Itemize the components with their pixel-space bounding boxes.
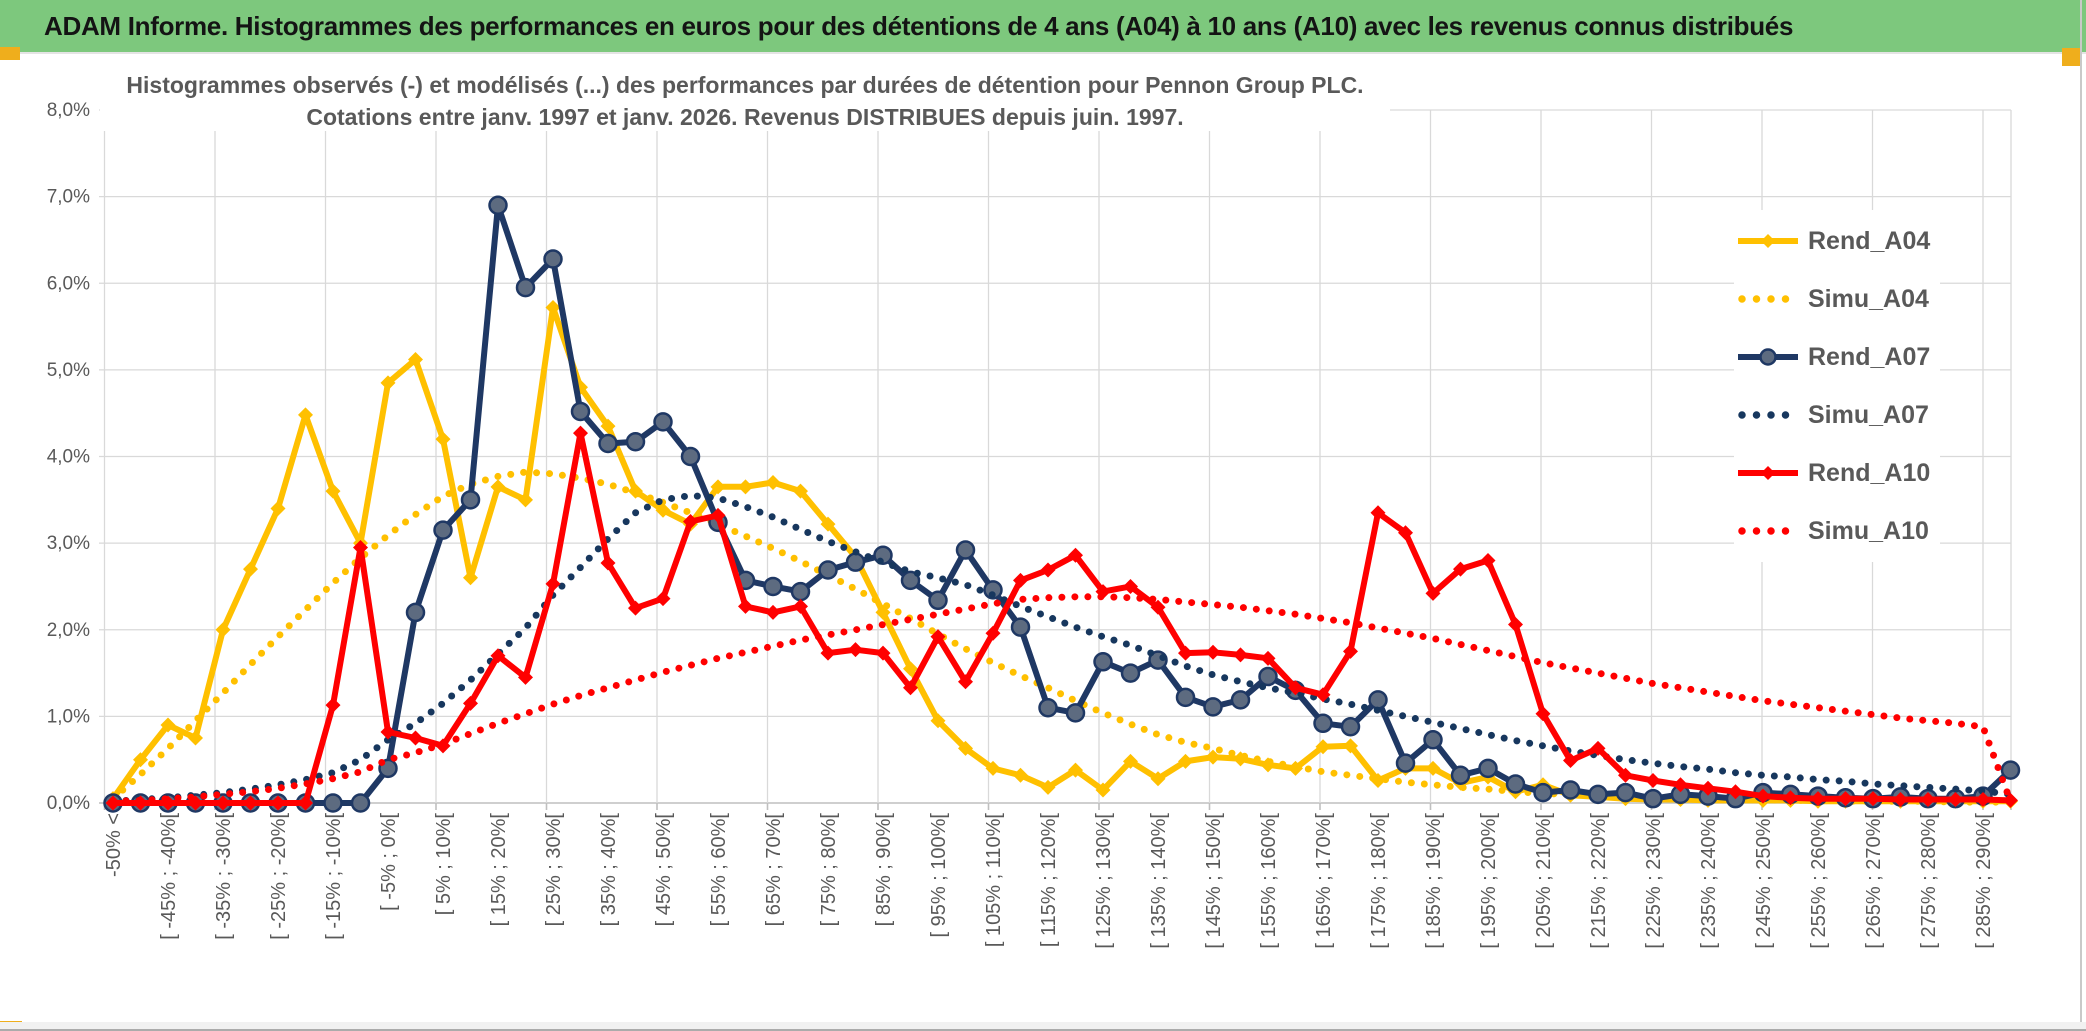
x-tick-label: [ 15% ; 20%[ [488,813,510,927]
y-tick-label: 0,0% [47,793,90,814]
gold-accent-top-right [2062,48,2082,66]
x-tick-label: [ 65% ; 70%[ [763,813,785,927]
x-tick-label: [ 95% ; 100%[ [928,813,950,938]
x-tick-label: [ 75% ; 80%[ [818,813,840,927]
legend-label: Simu_A07 [1808,400,1929,429]
chart-title-line2: Cotations entre janv. 1997 et janv. 2026… [100,104,1390,131]
legend-sample-solid [1738,466,1798,480]
legend-sample-solid [1738,348,1798,366]
x-tick-label: [ 195% ; 200%[ [1478,813,1500,949]
series-line-Simu_A07[interactable] [109,492,2014,805]
x-tick-label: [ 175% ; 180%[ [1368,813,1390,949]
x-tick-label: [ 45% ; 50%[ [653,813,675,927]
x-tick-label: [ 215% ; 220%[ [1588,813,1610,949]
y-tick-label: 2,0% [47,620,90,641]
legend-sample-solid [1738,234,1798,248]
x-tick-label: [ 225% ; 230%[ [1643,813,1665,949]
x-tick-label: [ 35% ; 40%[ [598,813,620,927]
x-tick-label: [ 285% ; 290%[ [1973,813,1995,949]
gold-accent-top-left [0,47,20,60]
x-tick-label: [ 165% ; 170%[ [1313,813,1335,949]
legend-sample-dotted [1738,295,1800,303]
app-title: ADAM Informe. Histogrammes des performan… [44,11,1794,41]
legend-item-Rend_A04[interactable]: Rend_A04 [1736,212,1930,270]
x-tick-label: [ 265% ; 270%[ [1863,813,1885,949]
x-tick-label: [ 155% ; 160%[ [1258,813,1280,949]
x-tick-label: [ 245% ; 250%[ [1753,813,1775,949]
y-tick-label: 4,0% [47,447,90,468]
series-line-Simu_A04[interactable] [109,468,2014,806]
x-tick-label: [ 145% ; 150%[ [1203,813,1225,949]
y-tick-label: 3,0% [47,533,90,554]
x-tick-label: [ 235% ; 240%[ [1698,813,1720,949]
legend-label: Simu_A10 [1808,516,1929,545]
legend-label: Rend_A10 [1808,458,1931,487]
series-markers-Rend_A10 [105,425,2018,811]
legend-label: Rend_A04 [1808,226,1931,255]
x-tick-label: [ -45% ; -40%[ [158,813,180,940]
x-tick-label: [ 185% ; 190%[ [1423,813,1445,949]
y-tick-label: 5,0% [47,360,90,381]
legend-item-Rend_A10[interactable]: Rend_A10 [1736,444,1930,502]
x-tick-label: [ 125% ; 130%[ [1093,813,1115,949]
x-tick-label: [ 55% ; 60%[ [708,813,730,927]
series-line-Rend_A10[interactable] [113,430,2011,806]
x-tick-label: [ 275% ; 280%[ [1918,813,1940,949]
legend-label: Rend_A07 [1808,342,1931,371]
x-tick-label: [ -25% ; -20%[ [268,813,290,940]
x-tick-label: [ 105% ; 110%[ [983,813,1005,948]
chart-legend: Rend_A04 Simu_A04 Rend_A07 Simu_A07 Rend… [1734,210,1941,562]
y-tick-label: 1,0% [47,706,90,727]
x-tick-label: [ 255% ; 260%[ [1808,813,1830,949]
legend-item-Simu_A04[interactable]: Simu_A04 [1736,270,1930,328]
y-tick-label: 7,0% [47,187,90,208]
legend-item-Rend_A07[interactable]: Rend_A07 [1736,328,1930,386]
x-tick-label: [ -35% ; -30%[ [213,813,235,940]
x-tick-label: [ 205% ; 210%[ [1533,813,1555,949]
x-tick-label: [ -15% ; -10%[ [323,813,345,940]
y-tick-label: 8,0% [47,100,90,121]
x-tick-label: [ 25% ; 30%[ [543,813,565,927]
legend-item-Simu_A07[interactable]: Simu_A07 [1736,386,1930,444]
x-tick-label: [ 135% ; 140%[ [1148,813,1170,949]
title-bar: ADAM Informe. Histogrammes des performan… [0,0,2086,54]
series-line-Simu_A10[interactable] [109,593,2014,805]
series-line-Rend_A07[interactable] [113,202,2013,806]
x-tick-label: [ 85% ; 90%[ [873,813,895,927]
y-tick-label: 6,0% [47,273,90,294]
window-right-border [2080,0,2082,1031]
x-tick-label: [ 115% ; 120%[ [1038,813,1060,948]
legend-sample-dotted [1738,411,1800,419]
x-tick-label: [ 5% ; 10%[ [433,813,455,916]
x-tick-label: [ -5% ; 0%[ [378,813,400,911]
series-markers-Rend_A07 [103,195,2021,813]
window-bottom-bar [0,1022,2086,1031]
legend-item-Simu_A10[interactable]: Simu_A10 [1736,502,1930,560]
legend-sample-dotted [1738,527,1800,535]
x-tick-label: -50% < [103,813,125,877]
legend-label: Simu_A04 [1808,284,1929,313]
chart-title-line1: Histogrammes observés (-) et modélisés (… [100,72,1390,99]
